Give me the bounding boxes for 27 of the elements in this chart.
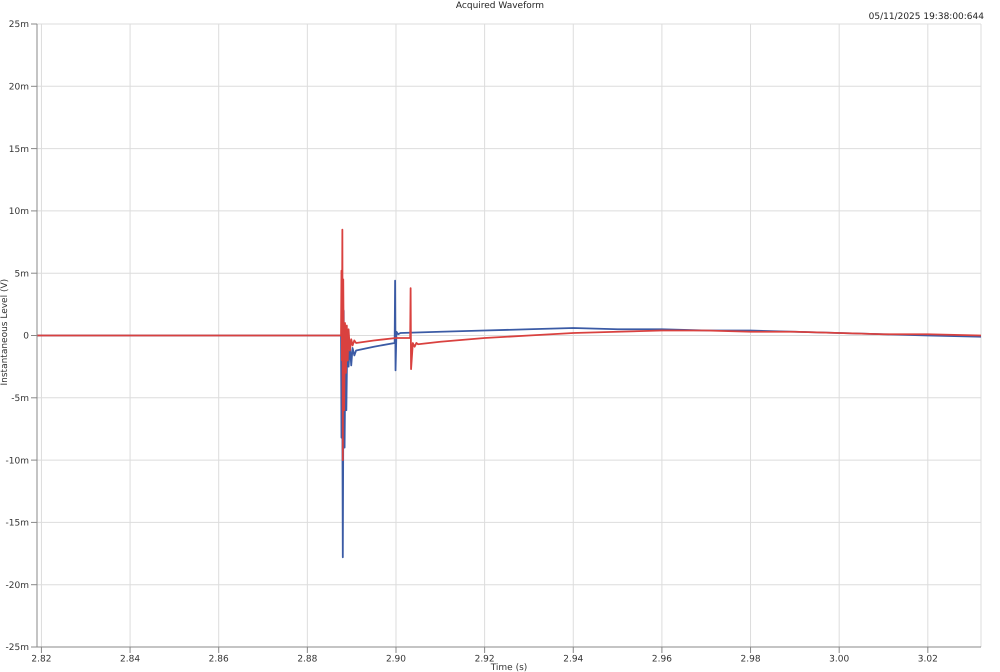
- x-tick-label: 2.96: [652, 654, 672, 664]
- y-axis-title: Instantaneous Level (V): [0, 278, 10, 386]
- x-tick-label: 2.92: [474, 654, 495, 664]
- y-tick-label: 15m: [8, 144, 29, 155]
- y-tick-label: 10m: [8, 207, 29, 218]
- chart-title: Acquired Waveform: [454, 1, 546, 11]
- line-series: [37, 228, 981, 461]
- x-tick-label: 3.00: [829, 654, 850, 664]
- x-tick-label: 2.90: [386, 654, 406, 664]
- y-tick-label: -15m: [6, 518, 29, 529]
- text: 05/11/2025 19:38:00:644: [868, 12, 984, 22]
- x-tick-label: 2.94: [563, 654, 584, 664]
- x-tick-label: 2.84: [120, 654, 140, 664]
- y-tick-label: -10m: [6, 456, 29, 466]
- y-tick-label: 5m: [14, 269, 29, 280]
- x-tick-label: 2.88: [297, 654, 318, 664]
- x-tick-label: 2.98: [740, 654, 761, 664]
- x-tick-label: 3.02: [918, 654, 938, 664]
- y-tick-label: 0: [23, 332, 30, 342]
- x-tick-label: 2.82: [31, 654, 52, 664]
- y-tick-label: -25m: [6, 643, 29, 654]
- y-tick-label: -5m: [11, 394, 29, 404]
- x-tick-label: 2.86: [208, 654, 229, 664]
- y-tick-label: -20m: [6, 580, 29, 591]
- x-axis-title: Time (s): [490, 663, 528, 672]
- y-tick-label: 20m: [8, 82, 29, 92]
- y-tick-label: 25m: [8, 20, 29, 30]
